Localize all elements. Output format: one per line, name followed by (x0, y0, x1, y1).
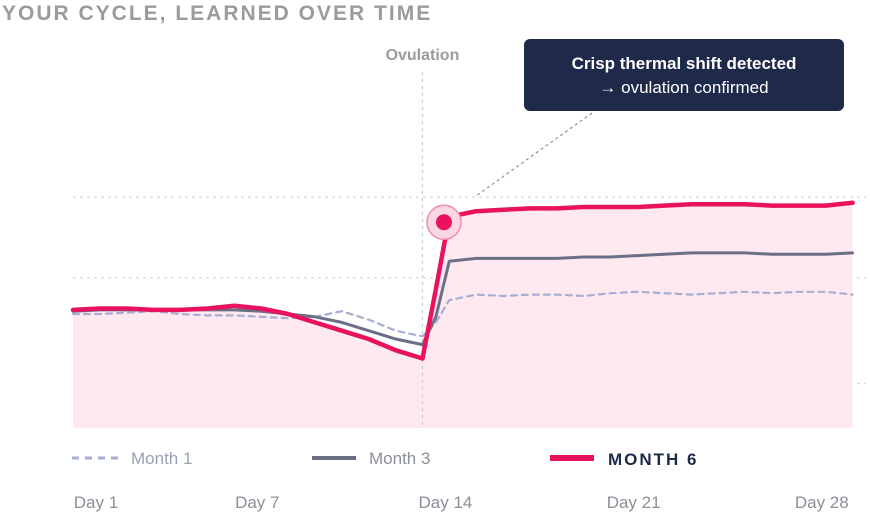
month-6-area (73, 202, 853, 428)
annotation-callout: Crisp thermal shift detected → ovulation… (524, 39, 844, 111)
legend-label-month-3: Month 3 (369, 449, 430, 468)
legend-label-month-1: Month 1 (131, 449, 192, 468)
legend: Month 1 Month 3 MONTH 6 (72, 449, 699, 469)
legend-item-month-3: Month 3 (312, 449, 430, 468)
legend-item-month-6: MONTH 6 (550, 450, 699, 469)
x-tick-day-28: Day 28 (795, 493, 849, 512)
x-tick-day-1: Day 1 (74, 493, 118, 512)
legend-label-month-6: MONTH 6 (608, 450, 699, 469)
ovulation-label: Ovulation (386, 47, 460, 64)
x-tick-day-14: Day 14 (419, 493, 473, 512)
area-fill (73, 202, 853, 428)
annotation-subtext: → ovulation confirmed (599, 78, 769, 97)
callout-leader-line (475, 112, 593, 197)
chart-title: YOUR CYCLE, LEARNED OVER TIME (2, 2, 433, 25)
ovulation-line: Ovulation (386, 47, 460, 428)
marker-dot (435, 214, 452, 231)
x-tick-day-7: Day 7 (235, 493, 279, 512)
series-line-month-1 (71, 290, 854, 338)
annotation-headline: Crisp thermal shift detected (571, 54, 797, 73)
legend-item-month-1: Month 1 (72, 449, 192, 468)
x-tick-day-21: Day 21 (607, 493, 661, 512)
thermal-shift-marker (426, 204, 462, 241)
x-axis-ticks: Day 1 Day 7 Day 14 Day 21 Day 28 (74, 493, 849, 512)
